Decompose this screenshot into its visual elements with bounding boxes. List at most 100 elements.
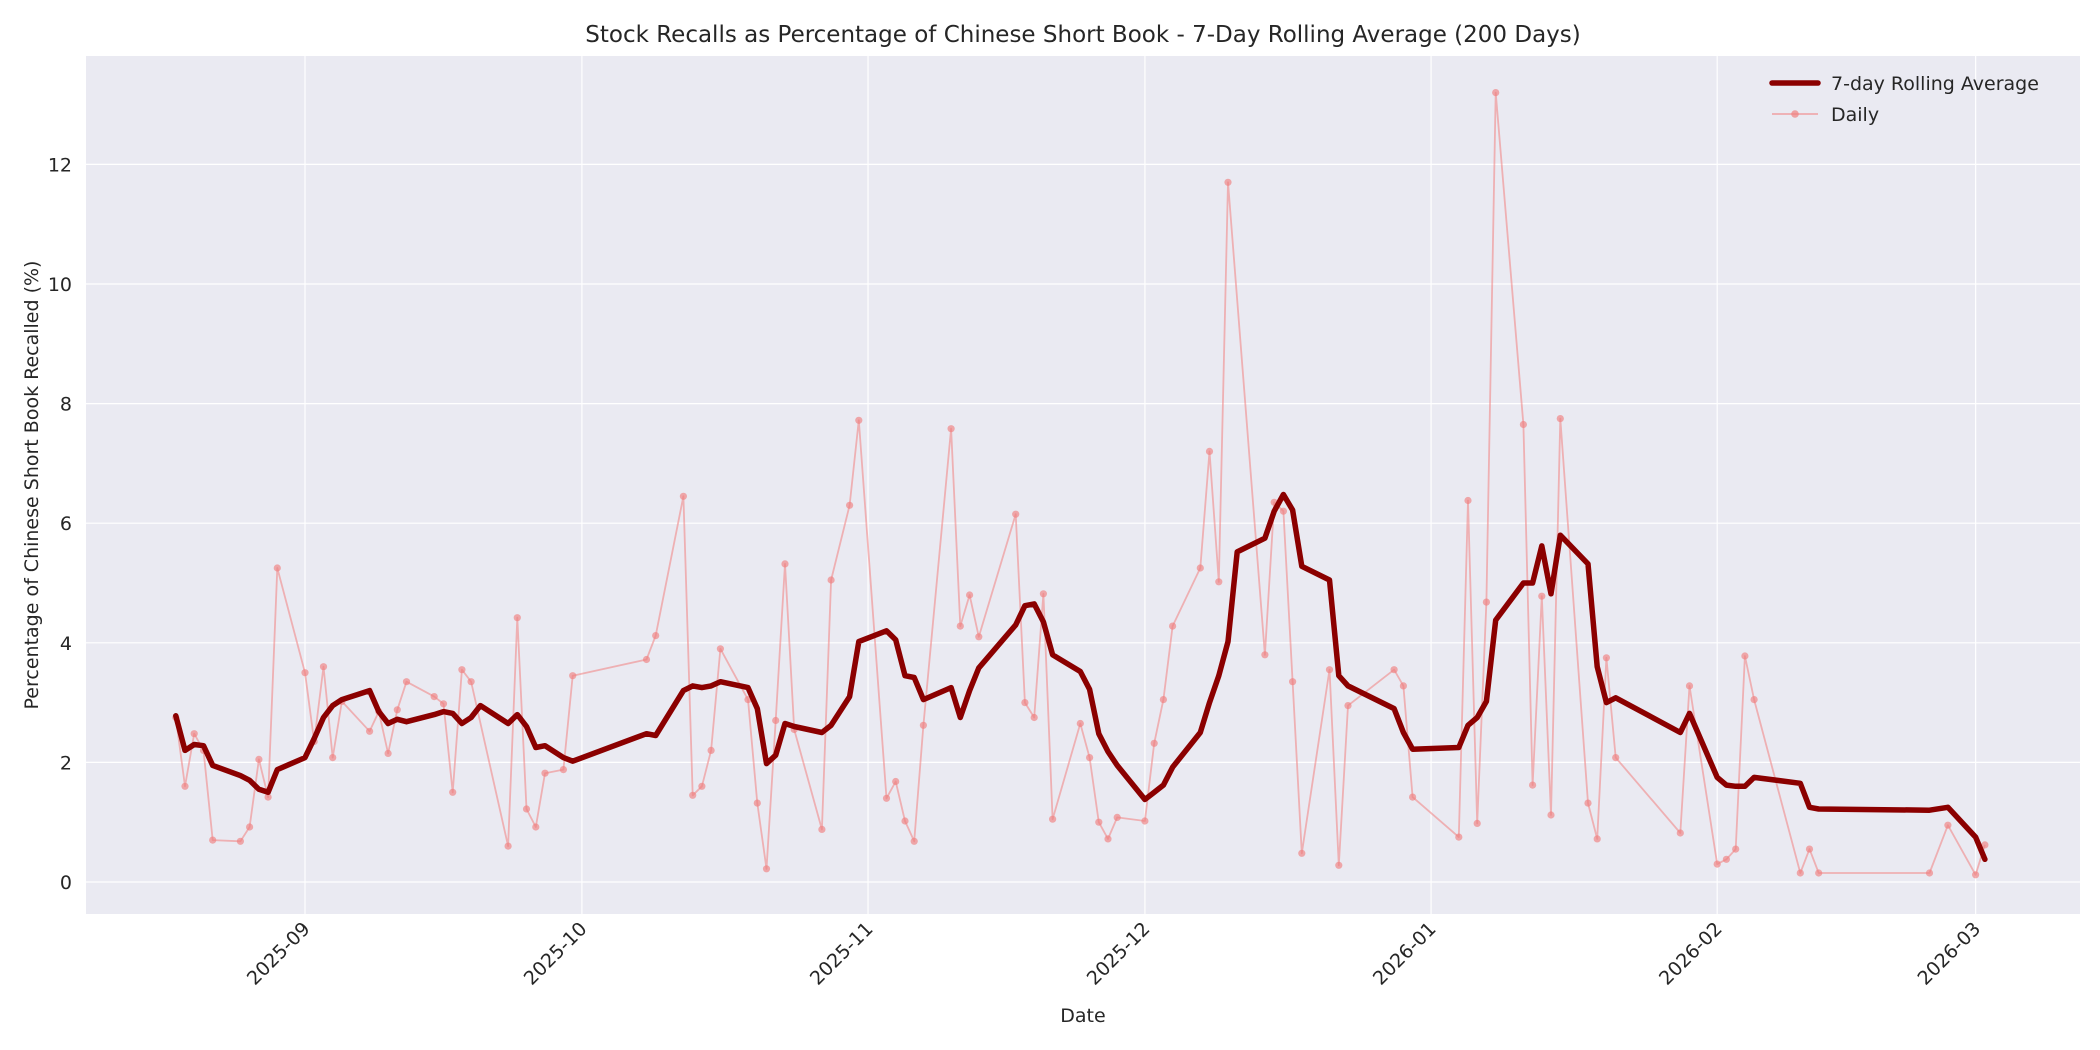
daily-marker (1972, 871, 1980, 879)
daily-marker (1556, 415, 1564, 423)
daily-marker (1741, 652, 1749, 660)
x-tick-label: 2025-11 (806, 918, 878, 990)
daily-marker (1805, 845, 1814, 853)
x-axis-label: Date (1060, 1005, 1105, 1027)
daily-marker (1482, 598, 1490, 606)
daily-marker (541, 769, 549, 777)
daily-marker (329, 754, 337, 762)
rolling-average-line (173, 491, 1988, 863)
daily-marker (707, 746, 715, 755)
daily-marker (1141, 817, 1149, 825)
legend-rolling-label: 7-day Rolling Average (1831, 73, 2039, 95)
daily-marker (642, 655, 651, 664)
daily-marker (1455, 833, 1463, 841)
daily-marker (449, 788, 457, 796)
daily-marker (1298, 849, 1306, 857)
daily-marker (1261, 651, 1269, 659)
daily-marker (1538, 592, 1546, 600)
daily-marker (1113, 813, 1121, 822)
daily-marker (504, 842, 512, 850)
x-tick-label: 2025-12 (1083, 918, 1155, 990)
daily-marker (264, 793, 272, 801)
daily-marker (966, 591, 974, 599)
daily-marker (882, 794, 891, 802)
daily-marker (1713, 860, 1721, 868)
daily-marker (855, 416, 863, 424)
daily-marker (393, 706, 401, 714)
plot-area (86, 56, 2080, 914)
daily-marker (1722, 855, 1730, 863)
daily-marker (1289, 678, 1297, 686)
daily-marker (1076, 719, 1084, 728)
y-tick-label: 10 (48, 274, 72, 296)
y-tick-label: 12 (48, 154, 72, 176)
daily-marker (910, 837, 918, 845)
daily-marker (181, 782, 189, 790)
daily-marker (781, 560, 789, 568)
legend-daily-swatch-icon (1772, 110, 1818, 118)
daily-marker (892, 777, 900, 786)
daily-marker (402, 678, 411, 686)
daily-marker (947, 425, 955, 433)
x-tick-label: 2025-09 (243, 918, 315, 990)
daily-marker (1547, 811, 1555, 819)
y-tick-label: 6 (60, 513, 72, 535)
daily-marker (1086, 754, 1094, 762)
daily-marker (190, 730, 198, 738)
daily-marker (1473, 819, 1481, 828)
daily-marker (1159, 696, 1167, 704)
daily-marker (1584, 799, 1592, 807)
daily-series (172, 89, 1989, 879)
daily-marker (1012, 510, 1020, 518)
daily-marker (458, 666, 466, 674)
y-tick-label: 0 (60, 872, 72, 894)
daily-marker (1815, 869, 1823, 877)
daily-marker (1196, 564, 1204, 572)
daily-marker (1925, 869, 1934, 877)
daily-marker (1593, 835, 1601, 843)
daily-marker (1732, 845, 1740, 853)
daily-marker (236, 837, 244, 845)
daily-marker (513, 614, 521, 622)
daily-marker (1685, 682, 1694, 690)
daily-marker (716, 645, 725, 653)
daily-marker (559, 766, 568, 774)
daily-marker (1409, 793, 1417, 801)
daily-marker (827, 576, 835, 584)
daily-marker (209, 836, 217, 844)
daily-marker (532, 823, 540, 831)
x-axis-ticks: 2025-09 2025-10 2025-11 2025-12 2026-01 2026-… (243, 918, 1985, 990)
daily-marker (1464, 496, 1472, 505)
y-tick-label: 2 (60, 752, 72, 774)
daily-marker (439, 700, 448, 708)
daily-marker (1325, 666, 1334, 674)
daily-marker (956, 622, 964, 630)
daily-marker (1104, 835, 1112, 843)
daily-marker (1215, 578, 1223, 586)
legend-daily-label: Daily (1831, 104, 1879, 126)
daily-marker (273, 564, 281, 572)
y-tick-label: 8 (60, 394, 72, 416)
daily-marker (919, 721, 928, 729)
daily-marker (301, 669, 309, 677)
daily-marker (1676, 829, 1684, 837)
daily-marker (1095, 818, 1103, 826)
y-axis-ticks: 0 2 4 6 8 10 12 (48, 154, 72, 894)
daily-marker (430, 693, 438, 701)
daily-marker (1529, 781, 1537, 789)
x-tick-label: 2026-02 (1655, 918, 1727, 990)
daily-marker (1944, 821, 1952, 829)
daily-marker (1344, 702, 1352, 710)
chart-title: Stock Recalls as Percentage of Chinese S… (585, 22, 1581, 48)
daily-marker (698, 782, 706, 790)
daily-marker (1169, 622, 1177, 630)
daily-marker (1796, 869, 1804, 877)
daily-marker (467, 678, 475, 686)
rolling-average-series (173, 491, 1988, 863)
daily-marker (1049, 815, 1057, 823)
daily-marker (753, 799, 761, 807)
daily-marker (1399, 682, 1407, 690)
daily-marker (1492, 89, 1500, 97)
daily-marker (1981, 841, 1989, 849)
daily-marker (522, 805, 531, 813)
